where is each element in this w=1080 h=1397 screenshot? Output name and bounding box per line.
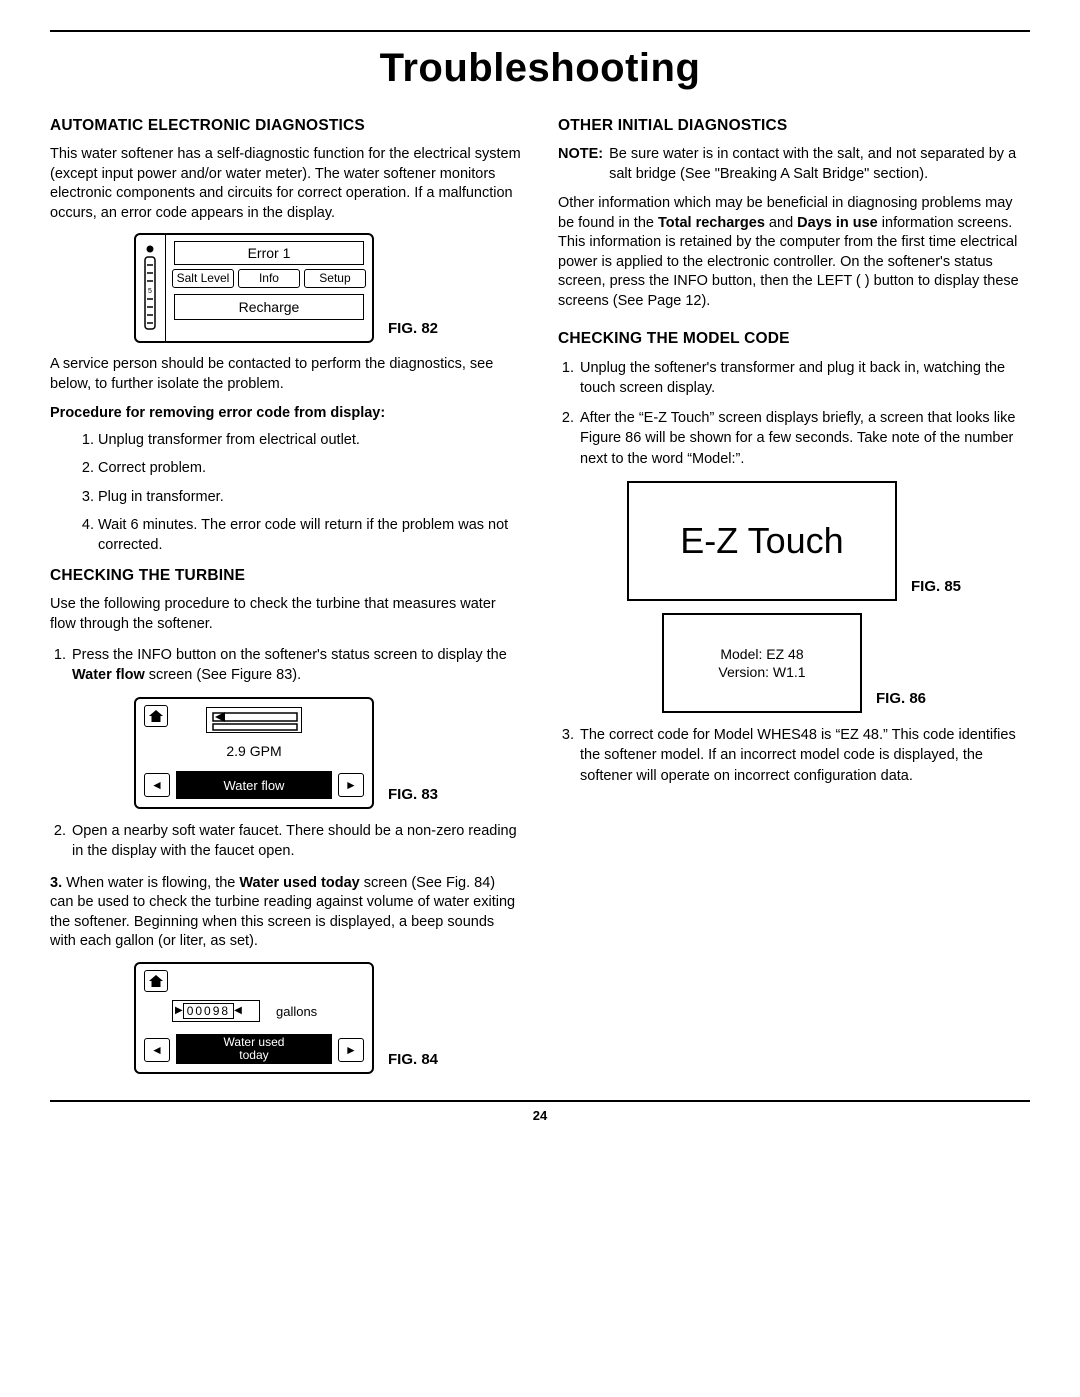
label1: Water used: [224, 1035, 285, 1049]
step-item: Unplug transformer from electrical outle…: [98, 430, 522, 450]
fig-82-recharge-box: Recharge: [174, 294, 364, 320]
step-item: Correct problem.: [98, 458, 522, 478]
fig-83-gpm: 2.9 GPM: [136, 743, 372, 759]
fig-83-valve-box: [206, 707, 302, 733]
text: and: [765, 215, 797, 231]
model-code-steps: Unplug the softener's transformer and pl…: [558, 358, 1030, 469]
text: Press the INFO button on the softener's …: [72, 647, 507, 663]
nav-right-icon: ►: [338, 1038, 364, 1062]
home-icon: [144, 970, 168, 992]
svg-text:5: 5: [149, 288, 153, 295]
bold-text: Days in use: [797, 215, 878, 231]
turbine-step2: Open a nearby soft water faucet. There s…: [70, 821, 522, 862]
fig-84-unit: gallons: [276, 1004, 317, 1019]
text: When water is flowing, the: [66, 875, 239, 891]
fig-84-odometer: ▶ 00098 ◀: [172, 1000, 260, 1022]
note-body: Be sure water is in contact with the sal…: [609, 145, 1030, 184]
model-step3: The correct code for Model WHES48 is “EZ…: [578, 725, 1030, 786]
section-model-code-head: CHECKING THE MODEL CODE: [558, 330, 1030, 348]
fig-82-setup-button: Setup: [304, 269, 366, 288]
section-other-diag-head: OTHER INITIAL DIAGNOSTICS: [558, 117, 1030, 135]
page-title: Troubleshooting: [50, 46, 1030, 91]
nav-right-icon: ►: [338, 773, 364, 797]
page-number: 24: [50, 1108, 1030, 1123]
odometer-value: 00098: [187, 1004, 230, 1018]
fig-82-error-box: Error 1: [174, 241, 364, 265]
fig-84-label-bar: Water usedtoday: [176, 1034, 332, 1064]
tank-gauge-icon: 5: [140, 241, 160, 335]
nav-left-icon: ◄: [144, 773, 170, 797]
turbine-step1: Press the INFO button on the softener's …: [70, 645, 522, 686]
nav-left-icon: ◄: [144, 1038, 170, 1062]
fig-83-screen: 2.9 GPM ◄ Water flow ►: [134, 697, 374, 809]
fig-85-caption: FIG. 85: [911, 578, 961, 595]
bold-text: Water used today: [239, 875, 359, 891]
fig-84-block: ▶ 00098 ◀ gallons ◄ Water usedtoday ► FI…: [50, 962, 522, 1074]
model-step2: After the “E-Z Touch” screen displays br…: [578, 408, 1030, 469]
fig-86-line2: Version: W1.1: [718, 663, 805, 681]
other-diag-para: Other information which may be beneficia…: [558, 194, 1030, 311]
step-num: 3.: [50, 875, 62, 891]
section-turbine-head: CHECKING THE TURBINE: [50, 567, 522, 585]
fig-85-screen: E-Z Touch: [627, 481, 897, 601]
right-column: OTHER INITIAL DIAGNOSTICS NOTE: Be sure …: [558, 107, 1030, 1086]
turbine-step3: 3. When water is flowing, the Water used…: [50, 874, 522, 952]
top-rule: [50, 30, 1030, 32]
fig-86-line1: Model: EZ 48: [720, 645, 803, 663]
model-code-step3-list: The correct code for Model WHES48 is “EZ…: [558, 725, 1030, 786]
step-item: Wait 6 minutes. The error code will retu…: [98, 515, 522, 556]
bottom-rule: [50, 1100, 1030, 1102]
salt-level-label: Salt Level: [177, 271, 230, 285]
model-step1: Unplug the softener's transformer and pl…: [578, 358, 1030, 399]
fig-86-screen: Model: EZ 48 Version: W1.1: [662, 613, 862, 713]
text: screen (See Figure 83).: [145, 667, 301, 683]
fig-86-caption: FIG. 86: [876, 690, 926, 707]
step-item: Plug in transformer.: [98, 487, 522, 507]
fig-84-caption: FIG. 84: [388, 1051, 438, 1068]
fig-85-block: E-Z Touch FIG. 85: [558, 481, 1030, 601]
fig-82-tank-gauge: 5: [136, 235, 166, 341]
fig-84-screen: ▶ 00098 ◀ gallons ◄ Water usedtoday ►: [134, 962, 374, 1074]
auto-diag-service: A service person should be contacted to …: [50, 355, 522, 394]
remove-error-subhead: Procedure for removing error code from d…: [50, 404, 522, 424]
turbine-intro: Use the following procedure to check the…: [50, 595, 522, 634]
fig-83-label-bar: Water flow: [176, 771, 332, 799]
note-label: NOTE:: [558, 145, 609, 184]
left-column: AUTOMATIC ELECTRONIC DIAGNOSTICS This wa…: [50, 107, 522, 1086]
fig-83-block: 2.9 GPM ◄ Water flow ► FIG. 83: [50, 697, 522, 809]
bold-text: Total recharges: [658, 215, 765, 231]
note-row: NOTE: Be sure water is in contact with t…: [558, 145, 1030, 184]
fig-86-block: Model: EZ 48 Version: W1.1 FIG. 86: [558, 613, 1030, 713]
fig-82-screen: 5 Error 1 Salt Level Info Setup: [134, 233, 374, 343]
fig-83-caption: FIG. 83: [388, 786, 438, 803]
home-icon: [144, 705, 168, 727]
fig-82-info-button: Info: [238, 269, 300, 288]
two-column-layout: AUTOMATIC ELECTRONIC DIAGNOSTICS This wa…: [50, 107, 1030, 1086]
auto-diag-intro: This water softener has a self-diagnosti…: [50, 145, 522, 223]
fig-82-block: 5 Error 1 Salt Level Info Setup: [50, 233, 522, 343]
turbine-steps-2: Open a nearby soft water faucet. There s…: [50, 821, 522, 862]
section-auto-diag-head: AUTOMATIC ELECTRONIC DIAGNOSTICS: [50, 117, 522, 135]
bold-text: Water flow: [72, 667, 145, 683]
turbine-steps: Press the INFO button on the softener's …: [50, 645, 522, 686]
label2: today: [239, 1048, 268, 1062]
fig-82-salt-level-button: Salt Level: [172, 269, 234, 288]
fig-82-caption: FIG. 82: [388, 320, 438, 337]
remove-error-steps: Unplug transformer from electrical outle…: [50, 430, 522, 555]
fig-85-text: E-Z Touch: [680, 520, 843, 562]
